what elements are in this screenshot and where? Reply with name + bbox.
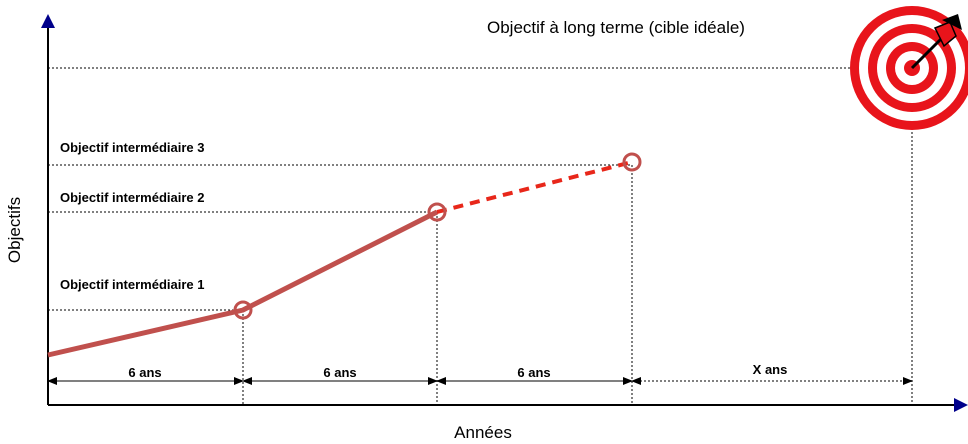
x-axis-label: Années — [454, 423, 512, 442]
goal-label: Objectif intermédiaire 1 — [60, 277, 205, 292]
interval-label: 6 ans — [323, 365, 356, 380]
goal-label: Objectif intermédiaire 3 — [60, 140, 205, 155]
goal-label: Objectif intermédiaire 2 — [60, 190, 205, 205]
projected-line — [437, 162, 632, 212]
target-icon — [850, 6, 968, 130]
interval-label: 6 ans — [517, 365, 550, 380]
interval-label: X ans — [753, 362, 788, 377]
guide-lines — [48, 68, 912, 405]
long-term-goal: Objectif à long terme (cible idéale) — [487, 18, 745, 37]
diagram: Objectifs Années Objectif intermédiaire … — [0, 0, 968, 444]
interval-label: 6 ans — [128, 365, 161, 380]
y-axis-label: Objectifs — [5, 197, 24, 263]
